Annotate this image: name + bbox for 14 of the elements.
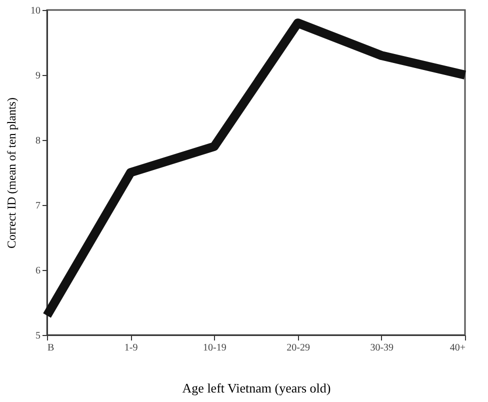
- x-tick-label: 10-19: [203, 342, 226, 354]
- x-tick-label: B: [48, 342, 54, 354]
- y-tick-label: 10: [30, 6, 40, 16]
- y-tick-label: 9: [36, 70, 40, 82]
- x-tick-label: 30-39: [370, 342, 394, 354]
- y-tick-label: 8: [36, 136, 40, 146]
- y-axis-title: Correct ID (mean of ten plants): [4, 98, 18, 248]
- x-tick-label: 40+: [450, 342, 466, 354]
- x-tick-label: 1-9: [124, 342, 138, 354]
- y-tick-label: 7: [36, 200, 40, 212]
- y-tick-label: 6: [36, 266, 40, 276]
- x-tick-label: 20-29: [286, 342, 310, 354]
- x-axis-title: Age left Vietnam (years old): [182, 380, 331, 396]
- y-tick-label: 5: [36, 330, 40, 342]
